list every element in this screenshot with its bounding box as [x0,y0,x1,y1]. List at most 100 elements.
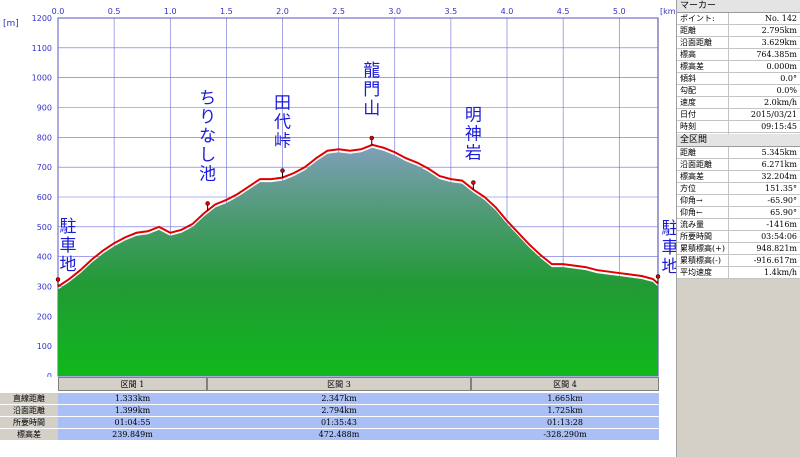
marker-value: 09:15:45 [761,122,797,131]
marker-value: 2015/03/21 [750,110,797,119]
section-value: 151.35° [765,184,797,193]
marker-row: 距離 2.795km [677,25,800,37]
marker-value: 764.385m [756,50,797,59]
x-tick-label: 1.0 [164,7,177,16]
marker-panel: マーカー ポイント: No. 142 距離 2.795km 沿面距離 3.629km 標高 7… [676,0,800,145]
y-tick-label: 300 [37,283,52,292]
marker-label: 勾配 [677,85,729,96]
y-tick-label: 1100 [32,44,52,53]
section-row: 平均速度 1.4km/h [677,267,800,279]
axis-ticks: 0 100 200 300 400 500 600 700 800 900 1000 1100 1200… [32,7,626,381]
cell: -328.290m [471,429,659,440]
section-label: 仰角← [677,207,729,218]
row-label: 沿面距離 [0,405,58,416]
marker-label: 標高 [677,49,729,60]
section-rows: 距離 5.345km 沿面距離 6.271km 標高差 32.204m 方位 151.35° 仰… [677,147,800,291]
section-label: 平均速度 [677,267,729,278]
section-label: 流み量 [677,219,729,230]
marker-rows: ポイント: No. 142 距離 2.795km 沿面距離 3.629km 標高 764.38… [677,13,800,145]
cell: 2.347km [207,393,471,404]
section-panel-title: 全区間 [677,134,800,147]
section-row: 仰角→ -65.90° [677,195,800,207]
section-row: 所要時間 03:54:06 [677,231,800,243]
section-label: 仰角→ [677,195,729,206]
y-unit-label: [m] [3,19,19,29]
marker-value: 0.0% [776,86,797,95]
y-tick-label: 700 [37,163,52,172]
section-label: 方位 [677,183,729,194]
marker-value: No. 142 [764,14,797,23]
y-tick-label: 0 [47,372,52,377]
section-row: 沿面距離 6.271km [677,159,800,171]
row-straight-distance: 直線距離 1.333km 2.347km 1.665km [0,393,676,404]
terrain-area [58,147,658,376]
x-tick-label: 3.0 [388,7,401,16]
waypoint-pin-head [471,180,476,185]
marker-label: 距離 [677,25,729,36]
section-value: -65.90° [767,196,797,205]
panel-filler [676,279,800,457]
marker-label: 速度 [677,97,729,108]
cell: 472.488m [207,429,471,440]
x-tick-label: 1.5 [220,7,233,16]
x-tick-label: 0.5 [108,7,121,16]
cell: 1.665km [471,393,659,404]
cell: 239.849m [58,429,207,440]
x-tick-label: 5.0 [613,7,626,16]
marker-label: ポイント: [677,13,729,24]
marker-label: 時刻 [677,121,729,132]
waypoint-pins [55,135,661,287]
waypoint-label: 龍門山 [363,61,380,119]
section-row: 標高差 32.204m [677,171,800,183]
x-tick-label: 0.0 [52,7,65,16]
marker-value: 2.795km [761,26,797,35]
section-value: 32.204m [761,172,797,181]
section-row: 仰角← 65.90° [677,207,800,219]
y-tick-label: 900 [37,104,52,113]
section-row: 累積標高(+) 948.821m [677,243,800,255]
section-row: 累積標高(-) -916.617m [677,255,800,267]
marker-value: 3.629km [761,38,797,47]
x-tick-label: 4.5 [557,7,570,16]
section-value: 1.4km/h [763,268,797,277]
x-tick-label: 4.0 [501,7,514,16]
y-tick-label: 800 [37,133,52,142]
row-label: 直線距離 [0,393,58,404]
marker-row: 時刻 09:15:45 [677,121,800,133]
x-tick-label: 2.0 [276,7,289,16]
marker-row: 標高 764.385m [677,49,800,61]
x-tick-label: 3.5 [445,7,458,16]
waypoint-pin-head [205,201,210,206]
cell: 2.794km [207,405,471,416]
section-value: -1416m [766,220,797,229]
waypoint-label: 田代峠 [274,94,291,152]
marker-row: 速度 2.0km/h [677,97,800,109]
section-label: 標高差 [677,171,729,182]
y-tick-label: 600 [37,193,52,202]
section-value: 5.345km [761,148,797,157]
section-value: 948.821m [756,244,797,253]
row-label: 標高差 [0,429,58,440]
section-value: 6.271km [761,160,797,169]
marker-row: 沿面距離 3.629km [677,37,800,49]
section-row: 流み量 -1416m [677,219,800,231]
waypoint-label: 駐車地 [60,217,77,275]
marker-value: 0.0° [780,74,797,83]
cell: 1.725km [471,405,659,416]
waypoint-label: 駐車地 [662,219,677,277]
profile-svg[interactable]: 0 100 200 300 400 500 600 700 800 900 1000 1100 1200… [0,0,679,381]
section-4-header[interactable]: 区間 4 [471,377,659,391]
section-3-header[interactable]: 区間 3 [207,377,471,391]
cell: 01:04:55 [58,417,207,428]
y-tick-label: 500 [37,223,52,232]
y-tick-label: 100 [37,342,52,351]
waypoint-pin-head [280,168,285,173]
section-value: 03:54:06 [761,232,797,241]
section-1-header[interactable]: 区間 1 [58,377,207,391]
row-required-time: 所要時間 01:04:55 01:35:43 01:13:28 [0,417,676,428]
marker-row: ポイント: No. 142 [677,13,800,25]
section-value: 65.90° [770,208,797,217]
section-panel: 全区間 距離 5.345km 沿面距離 6.271km 標高差 32.204m 方位 151.… [676,134,800,291]
waypoint-pin-head [369,135,375,141]
